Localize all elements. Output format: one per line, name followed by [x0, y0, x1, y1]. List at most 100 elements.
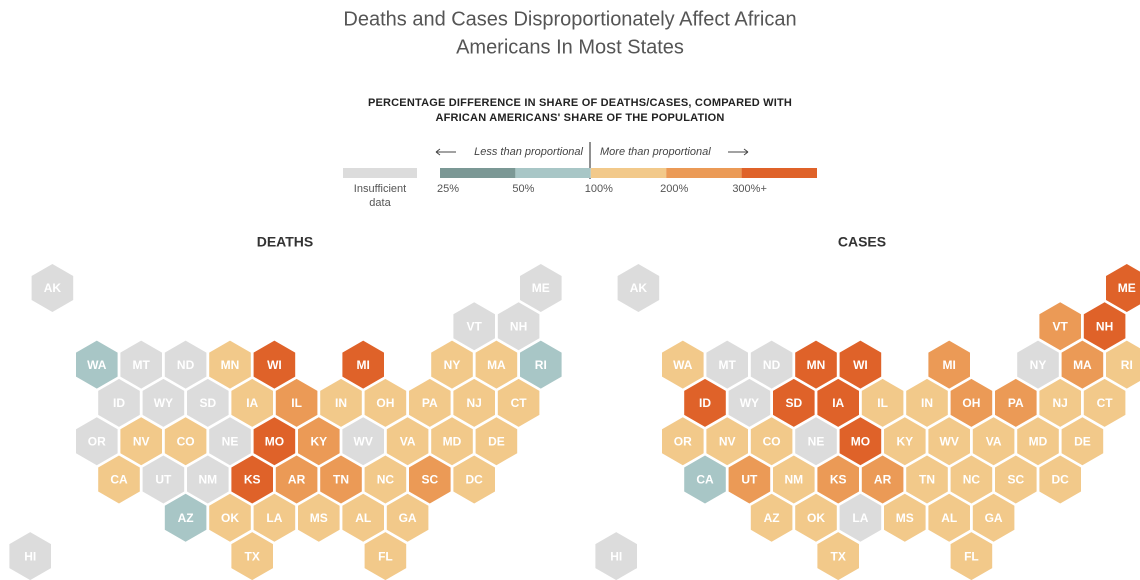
state-hex [9, 532, 51, 580]
legend-swatch [741, 168, 817, 178]
state-label: OK [221, 511, 239, 525]
state-hex [164, 493, 207, 542]
legend-swatch [666, 168, 742, 178]
state-hex [298, 417, 340, 466]
state-label: MO [851, 434, 870, 448]
legend-more: More than proportional [600, 146, 711, 158]
state-hex [1083, 302, 1126, 351]
state-hex [187, 455, 229, 504]
state-hex [164, 340, 207, 389]
subtitle: AFRICAN AMERICANS' SHARE OF THE POPULATI… [435, 112, 724, 124]
state-hex [728, 455, 771, 504]
state-label: AR [288, 473, 306, 487]
state-hex [386, 493, 429, 542]
state-label: IL [291, 396, 302, 410]
legend-swatch [343, 168, 417, 178]
state-hex [320, 455, 362, 504]
state-hex [298, 493, 340, 542]
state-hex [231, 378, 273, 427]
state-hex [928, 417, 970, 466]
state-hex [520, 264, 562, 312]
state-label: HI [24, 549, 36, 563]
state-label: OR [88, 434, 106, 448]
state-label: MS [310, 511, 328, 525]
state-hex [164, 417, 207, 466]
hex-map: CASES AK ME VT NH WA MT ND MN WI MI NY MA RI ID WY SD IA I… [595, 234, 1140, 580]
state-hex [884, 493, 926, 542]
state-hex [1017, 340, 1059, 389]
state-hex [817, 455, 859, 504]
state-label: CT [1097, 396, 1114, 410]
state-label: MT [133, 358, 151, 372]
state-label: VA [986, 434, 1002, 448]
state-label: DC [466, 473, 484, 487]
state-hex [817, 378, 859, 427]
state-label: IN [335, 396, 347, 410]
state-label: CA [110, 473, 128, 487]
state-hex [795, 493, 837, 542]
state-hex [972, 493, 1015, 542]
state-hex [497, 378, 540, 427]
state-hex [995, 378, 1037, 427]
state-hex [364, 378, 407, 427]
state-hex [1039, 378, 1081, 427]
state-hex [728, 378, 771, 427]
state-label: WA [87, 358, 107, 372]
state-label: LA [266, 511, 282, 525]
state-label: FL [378, 549, 393, 563]
state-label: GA [399, 511, 417, 525]
state-hex [120, 417, 162, 466]
state-label: IA [832, 396, 844, 410]
state-hex [275, 455, 318, 504]
state-hex [320, 378, 362, 427]
state-hex [750, 493, 793, 542]
state-label: NC [963, 473, 981, 487]
state-label: NM [784, 473, 803, 487]
state-hex [928, 340, 970, 389]
state-hex [706, 340, 748, 389]
state-label: CA [696, 473, 714, 487]
state-hex [1061, 417, 1104, 466]
state-label: OH [962, 396, 980, 410]
state-label: RI [535, 358, 547, 372]
state-hex [209, 340, 251, 389]
state-hex [231, 455, 273, 504]
legend-tick-label: 100% [585, 183, 613, 195]
state-hex [750, 417, 793, 466]
state-label: MD [1029, 434, 1048, 448]
state-label: NJ [1053, 396, 1068, 410]
state-hex [253, 493, 296, 542]
state-label: TX [245, 549, 260, 563]
state-hex [275, 378, 318, 427]
legend-tick-label: 300%+ [732, 183, 767, 195]
state-hex [497, 302, 540, 351]
state-label: OK [807, 511, 825, 525]
state-label: MN [807, 358, 826, 372]
state-label: IN [921, 396, 933, 410]
state-label: IL [877, 396, 888, 410]
state-hex [928, 493, 970, 542]
state-label: PA [422, 396, 438, 410]
state-label: NE [808, 434, 825, 448]
state-hex [342, 493, 384, 542]
state-hex [972, 417, 1015, 466]
state-label: AL [355, 511, 371, 525]
state-label: KY [896, 434, 913, 448]
state-label: NE [222, 434, 239, 448]
state-label: WY [740, 396, 759, 410]
state-hex [253, 340, 296, 389]
state-hex [98, 455, 140, 504]
state-hex [773, 378, 815, 427]
title: Americans In Most States [456, 36, 684, 58]
state-hex [120, 340, 162, 389]
state-label: HI [610, 549, 622, 563]
state-label: GA [985, 511, 1003, 525]
state-label: KS [830, 473, 847, 487]
state-label: CO [763, 434, 781, 448]
legend-tick-label: 25% [437, 183, 459, 195]
state-hex [773, 455, 815, 504]
state-hex [209, 417, 251, 466]
state-label: AK [44, 281, 62, 295]
